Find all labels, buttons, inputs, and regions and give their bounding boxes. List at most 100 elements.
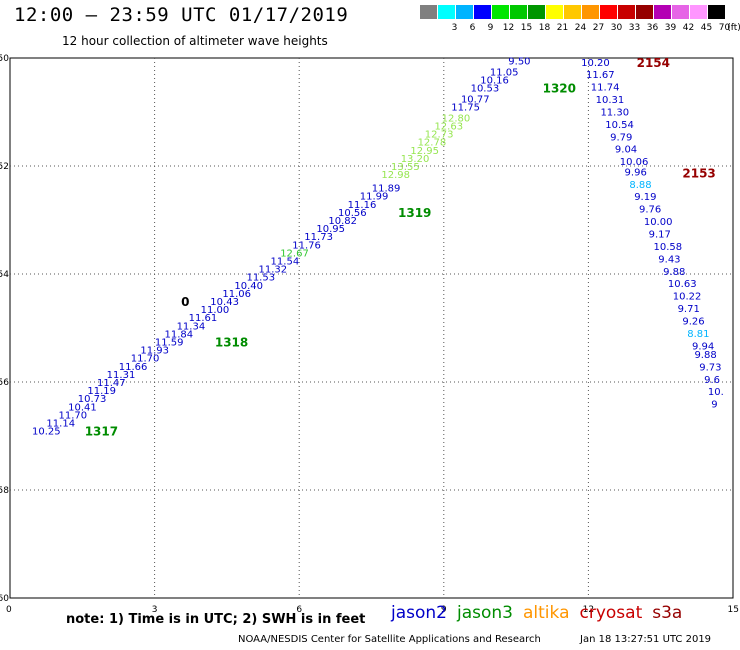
scale-swatch: [474, 5, 491, 19]
scale-label: 70: [718, 23, 731, 33]
wave-height-value: 11.47: [97, 378, 126, 389]
wave-height-value: 9.26: [682, 316, 704, 327]
legend-cryosat: cryosat: [579, 603, 643, 623]
scale-swatch: [636, 5, 653, 19]
scale-label: 12: [502, 23, 515, 33]
wave-height-value: 11.30: [600, 107, 629, 118]
wave-height-value: 9.6: [704, 375, 720, 386]
scale-label: 27: [592, 23, 605, 33]
scale-label: 36: [646, 23, 659, 33]
wave-height-value: 10.41: [68, 402, 97, 413]
wave-height-value: 10.56: [338, 208, 367, 219]
wave-height-value: 9.96: [625, 167, 647, 178]
scale-label: 9: [487, 23, 494, 33]
wave-height-value: 11.99: [360, 192, 389, 203]
wave-height-value: 10.54: [605, 120, 634, 131]
wave-height-value: 11.89: [372, 184, 401, 195]
scale-swatch: [528, 5, 545, 19]
x-tick-label: 6: [296, 605, 302, 615]
scale-label: 24: [574, 23, 587, 33]
pass-number-label: 1317: [85, 425, 118, 439]
wave-height-value: 10.58: [653, 242, 682, 253]
scale-unit: (ft): [727, 23, 740, 33]
wave-height-value: 10.00: [644, 217, 673, 228]
scale-label: 33: [628, 23, 641, 33]
wave-height-value: 9.79: [610, 132, 632, 143]
scale-swatch: [438, 5, 455, 19]
scale-label: 21: [556, 23, 569, 33]
scale-swatch: [456, 5, 473, 19]
wave-height-value: 10.: [708, 387, 724, 398]
wave-height-value: 12.95: [410, 146, 439, 157]
pass-number-label: 0: [181, 295, 189, 309]
scale-swatch: [618, 5, 635, 19]
wave-height-value: 11.67: [586, 70, 615, 81]
wave-height-value: 11.05: [490, 68, 519, 79]
scale-swatch: [492, 5, 509, 19]
scale-swatch: [546, 5, 563, 19]
wave-height-value: 11.61: [189, 313, 218, 324]
wave-height-value: 12.67: [280, 248, 309, 259]
y-tick-label: -50: [0, 54, 9, 64]
scale-label: 45: [700, 23, 713, 33]
wave-height-value: 11.76: [292, 240, 321, 251]
satellite-legend: jason2 jason3 altika cryosat s3a: [391, 603, 692, 623]
pass-number-label: 2154: [637, 56, 670, 70]
scale-swatch: [420, 5, 437, 19]
wave-height-value: 9.88: [694, 350, 716, 361]
wave-height-value: 11.93: [140, 346, 169, 357]
wave-height-value: 11.14: [46, 419, 75, 430]
legend-s3a: s3a: [652, 603, 683, 623]
page-subtitle: 12 hour collection of altimeter wave hei…: [62, 34, 328, 48]
scale-label: 39: [664, 23, 677, 33]
x-tick-label: 0: [6, 605, 12, 615]
wave-height-value: 11.73: [304, 232, 333, 243]
wave-height-value: 9.50: [508, 57, 530, 68]
wave-height-value: 9: [711, 400, 717, 411]
scale-swatch: [582, 5, 599, 19]
legend-altika: altika: [523, 603, 570, 623]
pass-number-label: 1318: [215, 336, 248, 350]
footnote: note: 1) Time is in UTC; 2) SWH is in fe…: [66, 612, 366, 627]
wave-height-value: 10.25: [32, 427, 61, 438]
scale-label: 3: [451, 23, 458, 33]
scale-swatch: [690, 5, 707, 19]
wave-height-value: 10.63: [668, 279, 697, 290]
wave-height-value: 9.73: [699, 362, 721, 373]
scale-swatch: [654, 5, 671, 19]
scale-label: 6: [469, 23, 476, 33]
y-tick-label: -54: [0, 270, 9, 280]
x-tick-label: 15: [728, 605, 739, 615]
wave-height-value: 12.63: [434, 122, 463, 133]
scale-swatch: [708, 5, 725, 19]
wave-height-value: 11.70: [131, 354, 160, 365]
wave-height-value: 11.74: [591, 83, 620, 94]
wave-height-value: 12.73: [425, 130, 454, 141]
wave-height-value: 9.19: [634, 192, 656, 203]
pass-number-label: 2153: [682, 166, 715, 180]
wave-height-value: 12.78: [418, 138, 447, 149]
wave-height-value: 10.43: [210, 297, 239, 308]
y-tick-label: -60: [0, 594, 9, 604]
scale-swatch: [600, 5, 617, 19]
wave-height-value: 12.98: [381, 170, 410, 181]
x-tick-label: 9: [441, 605, 447, 615]
wave-height-value: 8.88: [629, 180, 651, 191]
scale-label: 42: [682, 23, 695, 33]
scale-swatch: [672, 5, 689, 19]
wave-height-value: 11.75: [451, 103, 480, 114]
scale-label: 30: [610, 23, 623, 33]
wave-height-value: 11.31: [107, 370, 136, 381]
legend-jason3: jason3: [457, 603, 513, 623]
timestamp-text: Jan 18 13:27:51 UTC 2019: [580, 634, 712, 645]
page-title: 12:00 – 23:59 UTC 01/17/2019: [14, 4, 349, 26]
x-tick-label: 12: [583, 605, 594, 615]
wave-height-value: 10.40: [234, 281, 263, 292]
wave-height-value: 11.53: [246, 273, 275, 284]
wave-height-value: 10.31: [596, 95, 625, 106]
pass-number-label: 1319: [398, 206, 431, 220]
wave-height-value: 10.95: [316, 224, 345, 235]
wave-height-value: 10.73: [78, 394, 107, 405]
wave-height-value: 8.81: [687, 329, 709, 340]
